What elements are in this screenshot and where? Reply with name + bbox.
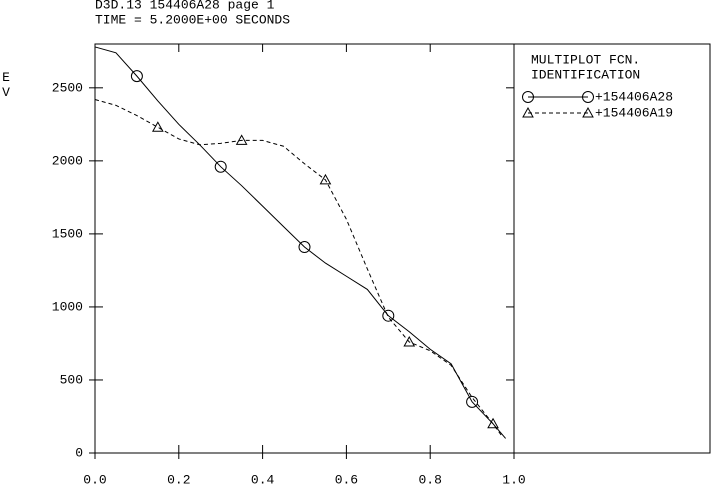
x-tick-label: 1.0 [502,472,525,487]
y-tick-label: 0 [75,445,83,460]
x-tick-label: 0.6 [335,472,358,487]
legend-box [513,43,711,454]
legend-label: +154406A19 [595,105,673,120]
chart-title: D3D.13 154406A28 page 1 [95,0,275,12]
legend-marker [582,106,594,118]
marker [298,241,311,254]
x-tick-label: 0.0 [83,472,106,487]
y-tick-label: 1500 [52,226,83,241]
y-tick-label: 500 [60,372,83,387]
y-tick-label: 2500 [52,80,83,95]
legend-title: IDENTIFICATION [531,67,640,82]
marker [319,173,332,185]
legend-marker [522,91,534,103]
x-tick-label: 0.4 [251,472,275,487]
series-line [94,46,506,439]
marker [382,309,395,322]
legend-label: +154406A28 [595,89,673,104]
legend-title: MULTIPLOT FCN. [531,52,640,67]
marker [214,160,227,173]
marker [130,70,143,83]
legend-marker [522,106,534,118]
y-tick-label: 2000 [52,153,83,168]
plot-frame [94,43,515,454]
marker [487,417,499,429]
marker [403,335,416,347]
y-tick-label: 1000 [52,299,83,314]
marker [235,134,248,145]
legend-marker [582,91,594,103]
x-tick-label: 0.8 [418,472,441,487]
marker [152,121,164,132]
marker [466,395,479,408]
series-line [94,99,502,436]
chart-subtitle: TIME = 5.2000E+00 SECONDS [95,12,290,27]
x-tick-label: 0.2 [167,472,190,487]
